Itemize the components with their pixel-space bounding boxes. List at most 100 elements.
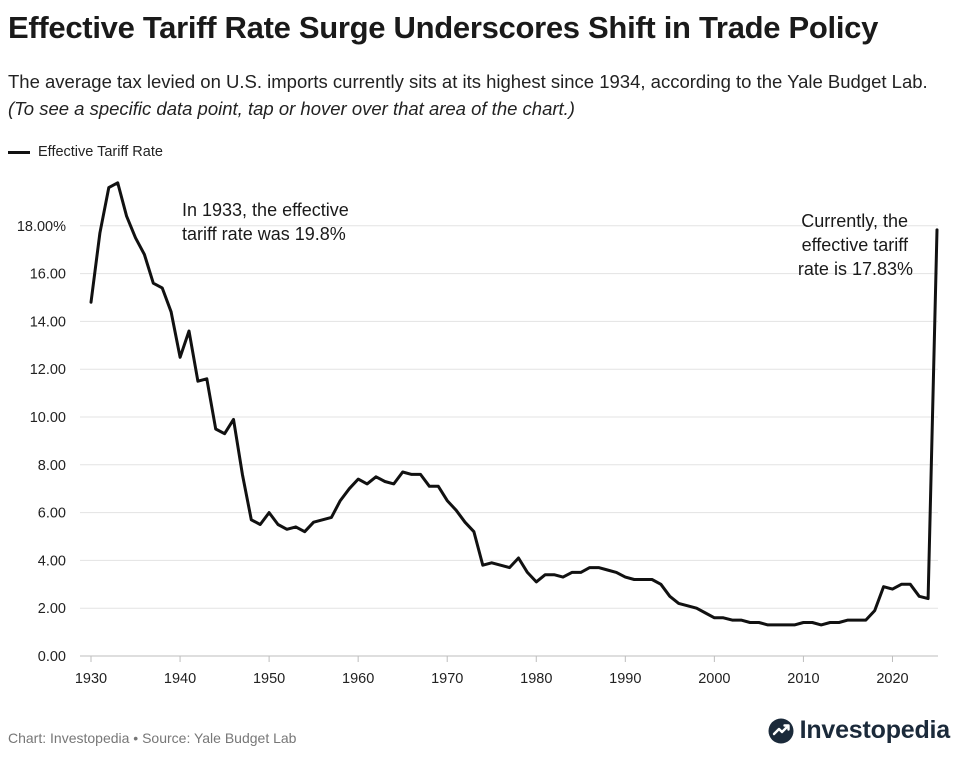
- data-point[interactable]: 1966: 7.6%: [407, 469, 417, 479]
- data-point[interactable]: 1982: 3.4%: [549, 570, 559, 580]
- data-point[interactable]: 1947: 7.6%: [237, 469, 247, 479]
- series-line-effective-tariff-rate[interactable]: [89, 181, 939, 627]
- data-point[interactable]: 1981: 3.4%: [540, 570, 550, 580]
- data-point[interactable]: 1941: 13.6%: [184, 326, 194, 336]
- data-point[interactable]: 1962: 7.5%: [371, 472, 381, 482]
- data-point[interactable]: 2019: 2.9%: [879, 582, 889, 592]
- data-point[interactable]: 1984: 3.5%: [567, 567, 577, 577]
- data-point[interactable]: 2009: 1.3%: [790, 620, 800, 630]
- data-point[interactable]: 1979: 3.5%: [522, 567, 532, 577]
- data-point[interactable]: 1943: 11.6%: [202, 374, 212, 384]
- data-point[interactable]: 1930: 14.8%: [86, 297, 96, 307]
- data-point[interactable]: 2005: 1.4%: [754, 618, 764, 628]
- data-point[interactable]: 2013: 1.4%: [825, 618, 835, 628]
- data-point[interactable]: 2011: 1.4%: [807, 618, 817, 628]
- data-point[interactable]: 1953: 5.4%: [291, 522, 301, 532]
- data-point[interactable]: 1992: 3.2%: [638, 575, 648, 585]
- data-point[interactable]: 1995: 2.5%: [665, 591, 675, 601]
- data-point[interactable]: 2020: 2.8%: [887, 584, 897, 594]
- data-point[interactable]: 2018: 1.9%: [870, 606, 880, 616]
- data-point[interactable]: 1965: 7.7%: [398, 467, 408, 477]
- data-point[interactable]: 1978: 4.1%: [513, 553, 523, 563]
- data-point[interactable]: 1971: 6.1%: [451, 505, 461, 515]
- data-point[interactable]: 1936: 16.8%: [139, 249, 149, 259]
- data-point[interactable]: 1960: 7.4%: [353, 474, 363, 484]
- line-chart[interactable]: 0.00 2.00 4.00 6.00 8.00 10.00 12.00 14.00 16.00…: [0, 170, 960, 700]
- data-point[interactable]: 1948: 5.7%: [246, 515, 256, 525]
- data-point[interactable]: 2015: 1.5%: [843, 615, 853, 625]
- data-point[interactable]: 1946: 9.9%: [228, 414, 238, 424]
- data-point[interactable]: 1958: 6.5%: [335, 496, 345, 506]
- data-point[interactable]: 2017: 1.5%: [861, 615, 871, 625]
- data-point[interactable]: 1996: 2.2%: [674, 598, 684, 608]
- data-point[interactable]: 1933: 19.8%: [113, 178, 123, 188]
- data-point[interactable]: 1993: 3.2%: [647, 575, 657, 585]
- data-point[interactable]: 1940: 12.5%: [175, 352, 185, 362]
- data-point[interactable]: 2021: 3%: [896, 579, 906, 589]
- data-point[interactable]: 1956: 5.7%: [318, 515, 328, 525]
- data-point[interactable]: 1970: 6.5%: [442, 496, 452, 506]
- data-point[interactable]: 2008: 1.3%: [781, 620, 791, 630]
- data-point[interactable]: 2022: 3%: [905, 579, 915, 589]
- data-point[interactable]: 2025: 17.83%: [932, 225, 942, 235]
- data-point[interactable]: 1945: 9.3%: [220, 429, 230, 439]
- data-point[interactable]: 1976: 3.8%: [496, 560, 506, 570]
- data-point[interactable]: 1949: 5.5%: [255, 520, 265, 530]
- data-point[interactable]: 1983: 3.3%: [558, 572, 568, 582]
- data-point[interactable]: 1974: 3.8%: [478, 560, 488, 570]
- data-point[interactable]: 1987: 3.7%: [594, 563, 604, 573]
- data-point[interactable]: 2003: 1.5%: [736, 615, 746, 625]
- data-point[interactable]: 2024: 2.4%: [923, 594, 933, 604]
- data-point[interactable]: 2007: 1.3%: [772, 620, 782, 630]
- data-point[interactable]: 1985: 3.5%: [576, 567, 586, 577]
- data-point[interactable]: 1959: 7%: [344, 484, 354, 494]
- data-point[interactable]: 1980: 3.1%: [531, 577, 541, 587]
- series-group[interactable]: 1930: 14.8% 1931: 17.7% 1932: 19.6%1933: 1…: [86, 178, 942, 630]
- brand-logo[interactable]: Investopedia: [768, 716, 950, 745]
- data-point[interactable]: 1990: 3.3%: [620, 572, 630, 582]
- data-point[interactable]: 1973: 5.2%: [469, 527, 479, 537]
- data-point[interactable]: 1942: 11.5%: [193, 376, 203, 386]
- data-point[interactable]: 1967: 7.6%: [415, 469, 425, 479]
- data-point[interactable]: 1935: 17.5%: [131, 233, 141, 243]
- data-point[interactable]: 2010: 1.4%: [798, 618, 808, 628]
- data-point[interactable]: 1975: 3.9%: [487, 558, 497, 568]
- data-point[interactable]: 1934: 18.4%: [122, 211, 132, 221]
- data-point[interactable]: 1988: 3.6%: [603, 565, 613, 575]
- data-point[interactable]: 1951: 5.5%: [273, 520, 283, 530]
- data-point[interactable]: 1938: 15.4%: [157, 283, 167, 293]
- data-point[interactable]: 1950: 6%: [264, 508, 274, 518]
- data-point[interactable]: 1957: 5.8%: [326, 512, 336, 522]
- data-point[interactable]: 2006: 1.3%: [763, 620, 773, 630]
- data-point[interactable]: 2004: 1.4%: [745, 618, 755, 628]
- data-point[interactable]: 1961: 7.2%: [362, 479, 372, 489]
- data-point[interactable]: 2012: 1.3%: [816, 620, 826, 630]
- data-point[interactable]: 1955: 5.6%: [309, 517, 319, 527]
- data-point[interactable]: 1963: 7.3%: [380, 477, 390, 487]
- data-point[interactable]: 1937: 15.6%: [148, 278, 158, 288]
- data-point[interactable]: 2002: 1.5%: [727, 615, 737, 625]
- data-point[interactable]: 1944: 9.5%: [211, 424, 221, 434]
- data-point[interactable]: 1954: 5.2%: [300, 527, 310, 537]
- data-point[interactable]: 2014: 1.4%: [834, 618, 844, 628]
- data-point[interactable]: 2023: 2.5%: [914, 591, 924, 601]
- data-point[interactable]: 1997: 2.1%: [683, 601, 693, 611]
- legend[interactable]: Effective Tariff Rate: [8, 144, 163, 160]
- data-point[interactable]: 1969: 7.1%: [433, 481, 443, 491]
- data-point[interactable]: 1986: 3.7%: [585, 563, 595, 573]
- data-point[interactable]: 1994: 3%: [656, 579, 666, 589]
- data-point[interactable]: 1952: 5.3%: [282, 524, 292, 534]
- data-point[interactable]: 2001: 1.6%: [718, 613, 728, 623]
- data-point[interactable]: 1939: 14.4%: [166, 307, 176, 317]
- data-point[interactable]: 1964: 7.2%: [389, 479, 399, 489]
- data-point[interactable]: 1999: 1.8%: [700, 608, 710, 618]
- data-point[interactable]: 1932: 19.6%: [104, 183, 114, 193]
- data-point[interactable]: 1991: 3.2%: [629, 575, 639, 585]
- data-point[interactable]: 2016: 1.5%: [852, 615, 862, 625]
- data-point[interactable]: 1931: 17.7%: [95, 228, 105, 238]
- data-point[interactable]: 1968: 7.1%: [424, 481, 434, 491]
- data-point[interactable]: 1998: 2%: [692, 603, 702, 613]
- data-point[interactable]: 1972: 5.6%: [460, 517, 470, 527]
- data-point[interactable]: 1989: 3.5%: [611, 567, 621, 577]
- data-point[interactable]: 2000: 1.6%: [709, 613, 719, 623]
